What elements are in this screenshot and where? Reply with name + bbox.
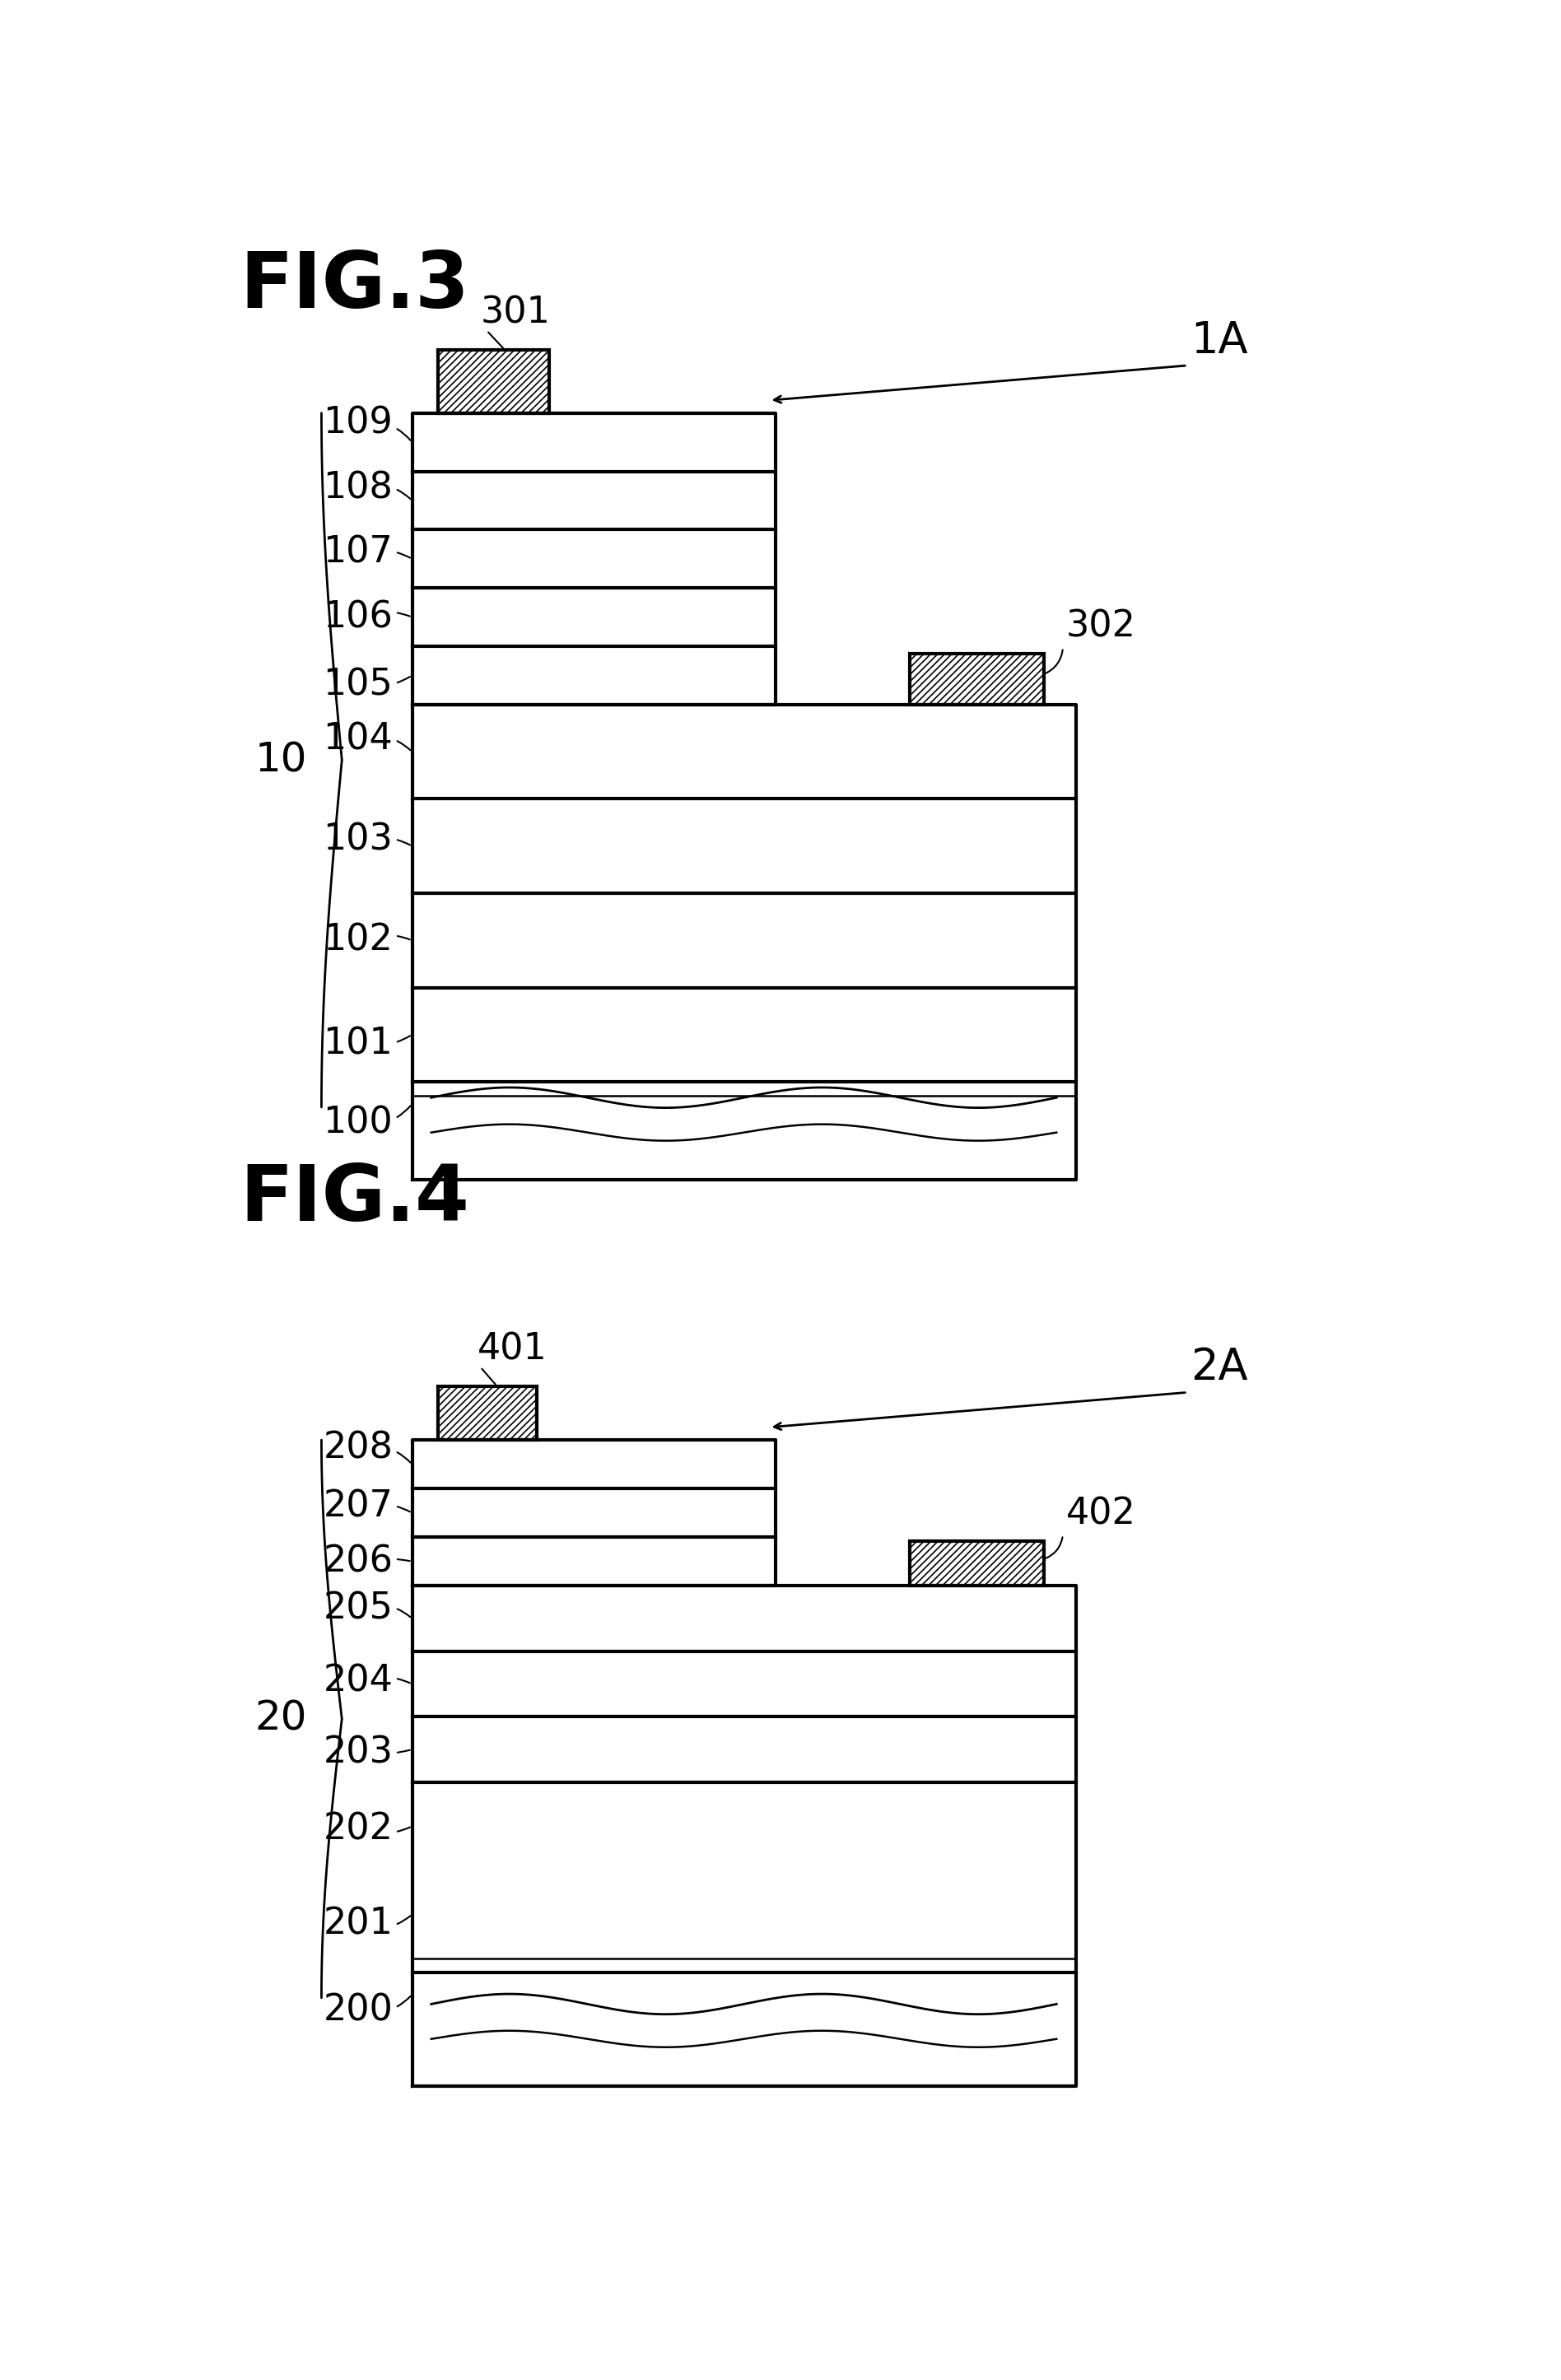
Text: 207: 207 [323, 1490, 411, 1523]
Text: 203: 203 [323, 1735, 411, 1771]
Text: 202: 202 [323, 1811, 411, 1847]
Text: 105: 105 [323, 666, 411, 702]
Text: 208: 208 [323, 1430, 411, 1466]
Text: 301: 301 [481, 295, 549, 331]
Text: 101: 101 [323, 1026, 411, 1061]
Text: 200: 200 [323, 1992, 411, 2028]
Text: 204: 204 [323, 1664, 411, 1699]
Text: 402: 402 [1066, 1497, 1136, 1533]
Text: 206: 206 [323, 1545, 411, 1578]
Text: FIG.3: FIG.3 [240, 248, 470, 324]
Text: 108: 108 [323, 471, 411, 505]
Text: 205: 205 [323, 1592, 411, 1626]
Text: 2A: 2A [1191, 1347, 1247, 1390]
Text: 302: 302 [1066, 609, 1136, 645]
Text: 401: 401 [478, 1333, 546, 1366]
Text: FIG.4: FIG.4 [240, 1161, 470, 1238]
Text: 10: 10 [254, 740, 308, 781]
Text: 106: 106 [323, 600, 411, 635]
Text: 20: 20 [254, 1699, 308, 1740]
Text: 102: 102 [323, 923, 411, 959]
Bar [910, 1542, 1044, 1585]
Text: 1A: 1A [1191, 319, 1247, 362]
Text: 201: 201 [323, 1906, 411, 1942]
Bar [910, 655, 1044, 704]
Text: 100: 100 [323, 1104, 411, 1140]
Text: 109: 109 [323, 405, 411, 440]
Text: 104: 104 [323, 721, 411, 757]
Bar [437, 350, 549, 414]
Bar [437, 1385, 537, 1440]
Text: 107: 107 [323, 536, 411, 571]
Text: 103: 103 [323, 821, 411, 857]
